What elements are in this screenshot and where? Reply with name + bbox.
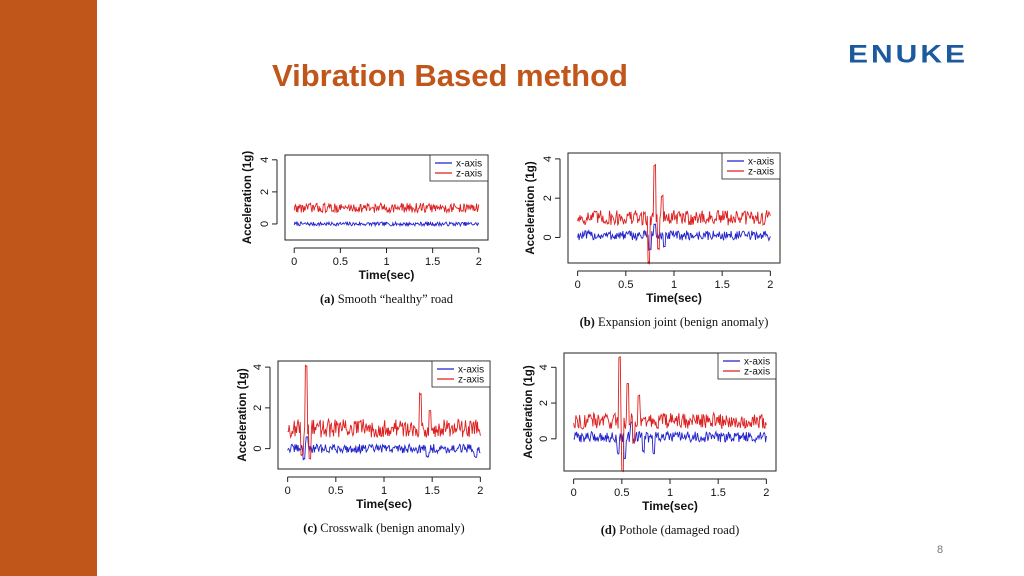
y-tick-label: 2 bbox=[252, 405, 264, 411]
x-tick-label: 0 bbox=[285, 485, 291, 497]
legend-label: x-axis bbox=[744, 357, 770, 368]
legend-label: z-axis bbox=[456, 169, 482, 180]
figure-caption: (b) Expansion joint (benign anomaly) bbox=[580, 315, 769, 329]
side-accent-bar bbox=[0, 0, 97, 576]
y-tick-label: 4 bbox=[252, 364, 264, 370]
legend-label: z-axis bbox=[458, 375, 484, 386]
series-line-z-axis bbox=[293, 201, 480, 215]
chart-panel-b: 0 0.5 1 1.5 2 Time(sec) 0 2 4 Acceleration (1g) x-… bbox=[525, 152, 781, 329]
figure-caption: (d) Pothole (damaged road) bbox=[601, 523, 740, 537]
legend-box bbox=[431, 360, 491, 388]
x-tick-label: 0 bbox=[575, 279, 581, 291]
series-line-z-axis bbox=[573, 356, 767, 473]
caption-text: Expansion joint (benign anomaly) bbox=[598, 315, 768, 329]
x-axis-label: Time(sec) bbox=[646, 291, 702, 305]
x-tick-label: 1 bbox=[383, 256, 389, 268]
x-tick-label: 0.5 bbox=[618, 279, 633, 291]
y-tick-label: 4 bbox=[538, 364, 550, 370]
legend-label: x-axis bbox=[458, 365, 484, 376]
caption-text: Pothole (damaged road) bbox=[619, 523, 739, 537]
y-tick-label: 4 bbox=[542, 156, 554, 162]
y-tick-label: 0 bbox=[252, 446, 264, 452]
y-tick-label: 0 bbox=[542, 234, 554, 240]
x-tick-label: 1 bbox=[381, 485, 387, 497]
caption-letter: (c) bbox=[303, 521, 317, 535]
series-line-z-axis bbox=[577, 163, 771, 266]
series-line-x-axis bbox=[573, 421, 767, 460]
y-tick-label: 4 bbox=[259, 157, 271, 163]
legend-box bbox=[717, 352, 777, 380]
caption-letter: (d) bbox=[601, 523, 616, 537]
x-tick-label: 1.5 bbox=[425, 256, 440, 268]
plot-frame bbox=[567, 152, 781, 264]
legend-box bbox=[429, 154, 489, 182]
enuke-logo: ENUKE bbox=[848, 41, 969, 69]
x-tick-label: 1 bbox=[671, 279, 677, 291]
legend-label: x-axis bbox=[748, 157, 774, 168]
y-tick-label: 2 bbox=[542, 195, 554, 201]
x-axis-label: Time(sec) bbox=[356, 497, 412, 511]
x-tick-label: 0.5 bbox=[614, 487, 629, 499]
plot-frame bbox=[284, 154, 489, 241]
series-line-x-axis bbox=[287, 436, 481, 461]
plot-frame bbox=[563, 352, 777, 472]
x-tick-label: 2 bbox=[767, 279, 773, 291]
y-tick-label: 2 bbox=[538, 400, 550, 406]
caption-letter: (b) bbox=[580, 315, 595, 329]
series-line-x-axis bbox=[577, 223, 771, 252]
x-tick-label: 0 bbox=[291, 256, 297, 268]
caption-letter: (a) bbox=[320, 292, 335, 306]
caption-text: Crosswalk (benign anomaly) bbox=[320, 521, 464, 535]
slide-title: Vibration Based method bbox=[272, 58, 628, 93]
y-axis-label: Acceleration (1g) bbox=[242, 151, 254, 244]
y-tick-label: 0 bbox=[538, 436, 550, 442]
figure-caption: (c) Crosswalk (benign anomaly) bbox=[303, 521, 464, 535]
plot-frame bbox=[277, 360, 491, 470]
x-tick-label: 1.5 bbox=[425, 485, 440, 497]
x-tick-label: 0.5 bbox=[328, 485, 343, 497]
x-tick-label: 2 bbox=[477, 485, 483, 497]
x-tick-label: 2 bbox=[476, 256, 482, 268]
x-tick-label: 1.5 bbox=[715, 279, 730, 291]
series-line-x-axis bbox=[293, 220, 480, 228]
legend-box bbox=[721, 152, 781, 180]
caption-text: Smooth “healthy” road bbox=[338, 292, 454, 306]
legend-label: x-axis bbox=[456, 159, 482, 170]
figure-caption: (a) Smooth “healthy” road bbox=[320, 292, 454, 306]
y-tick-label: 2 bbox=[259, 189, 271, 195]
y-axis-label: Acceleration (1g) bbox=[525, 161, 537, 254]
legend-label: z-axis bbox=[744, 367, 770, 378]
chart-panel-a: 0 0.5 1 1.5 2 Time(sec) 0 2 4 Acceleration (1g) x-… bbox=[242, 151, 489, 306]
x-axis-label: Time(sec) bbox=[359, 268, 415, 282]
page-number: 8 bbox=[937, 544, 944, 556]
y-axis-label: Acceleration (1g) bbox=[523, 365, 535, 458]
x-axis-label: Time(sec) bbox=[642, 499, 698, 513]
x-tick-label: 0 bbox=[571, 487, 577, 499]
x-tick-label: 2 bbox=[763, 487, 769, 499]
legend-label: z-axis bbox=[748, 167, 774, 178]
x-tick-label: 1 bbox=[667, 487, 673, 499]
x-tick-label: 1.5 bbox=[711, 487, 726, 499]
series-line-z-axis bbox=[287, 364, 481, 460]
y-axis-label: Acceleration (1g) bbox=[237, 368, 249, 461]
x-tick-label: 0.5 bbox=[333, 256, 348, 268]
y-tick-label: 0 bbox=[259, 221, 271, 227]
